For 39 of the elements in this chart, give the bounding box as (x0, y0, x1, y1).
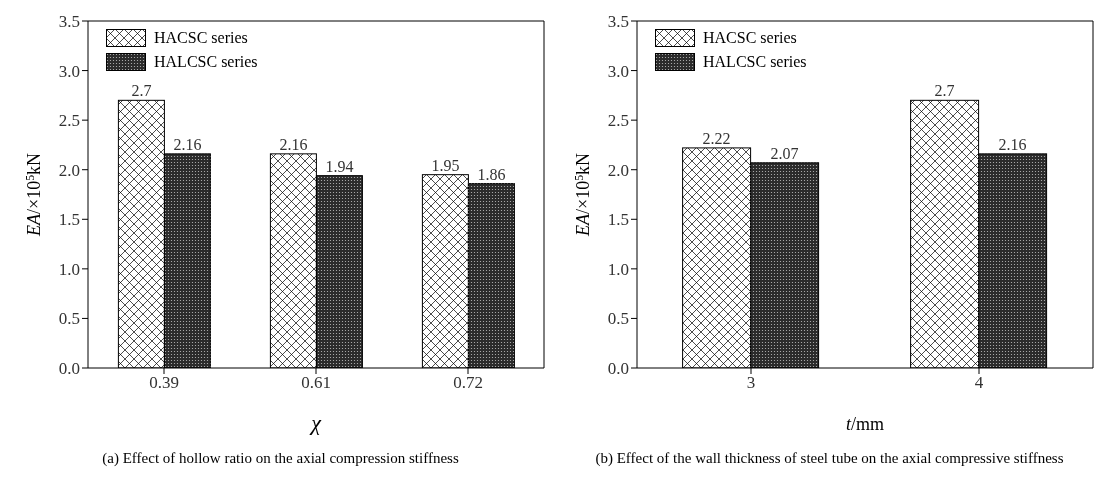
data-label: 2.7 (131, 82, 152, 100)
y-tick-label: 2.0 (607, 160, 629, 180)
x-axis-title: χ (309, 410, 323, 435)
y-tick-label: 1.5 (58, 210, 80, 230)
data-label: 2.22 (702, 129, 731, 147)
data-label: 1.86 (477, 165, 506, 183)
legend-label: HACSC series (703, 29, 797, 47)
legend-label: HALCSC series (703, 53, 807, 71)
data-label: 2.7 (934, 82, 955, 100)
y-tick-label: 1.0 (607, 259, 629, 279)
data-label: 2.07 (770, 144, 799, 162)
x-tick-label: 3 (746, 373, 756, 393)
y-tick-label: 0.0 (58, 359, 80, 379)
y-tick-label: 0.5 (58, 309, 80, 329)
legend-label: HALCSC series (154, 53, 258, 71)
y-tick-label: 2.5 (607, 111, 629, 131)
x-axis-title: t/mm (845, 414, 885, 434)
data-label: 2.16 (998, 135, 1027, 153)
x-tick-label: 0.72 (453, 373, 483, 393)
y-tick-label: 1.0 (58, 259, 80, 279)
y-tick-label: 3.0 (607, 61, 629, 81)
x-tick-label: 0.39 (149, 373, 179, 393)
y-tick-label: 3.5 (607, 12, 629, 32)
y-tick-label: 2.0 (58, 160, 80, 180)
y-tick-label: 0.5 (607, 309, 629, 329)
y-tick-label: 0.0 (607, 359, 629, 379)
x-tick-label: 0.61 (301, 373, 331, 393)
x-tick-label: 4 (974, 373, 984, 393)
text: (a) Effect of hollow ratio on the axial compression stiffness (101, 450, 460, 467)
text: (b) Effect of the wall thickness of steel tube on the axial compressive stiffness (594, 450, 1065, 467)
data-label: 2.16 (173, 135, 202, 153)
data-label: 1.95 (431, 156, 460, 174)
data-label: 2.16 (279, 135, 308, 153)
y-tick-label: 2.5 (58, 111, 80, 131)
y-tick-label: 3.0 (58, 61, 80, 81)
y-tick-label: 1.5 (607, 210, 629, 230)
data-label: 1.94 (325, 157, 354, 175)
y-tick-label: 3.5 (58, 12, 80, 32)
legend-label: HACSC series (154, 29, 248, 47)
